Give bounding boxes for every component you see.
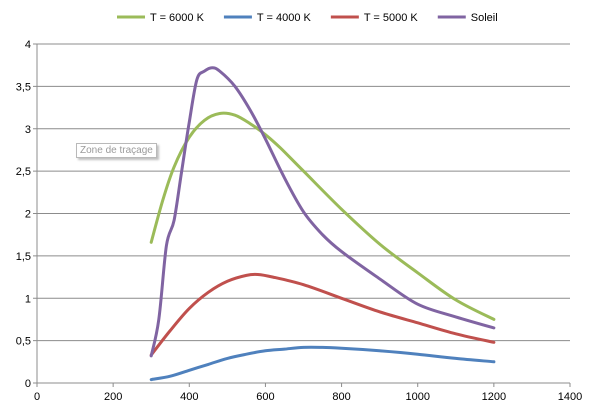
x-tick-label: 800 xyxy=(332,391,350,403)
legend-label[interactable]: Soleil xyxy=(471,12,498,24)
y-tick-label: 1,5 xyxy=(16,251,31,263)
axes: 0 0,5 1 1,5 2 2,5 3 3,5 4 0 200 400 600 800 1000 1200 14… xyxy=(16,39,583,403)
y-tick-label: 2 xyxy=(25,209,31,221)
x-tick-label: 600 xyxy=(256,391,274,403)
x-tick-label: 1400 xyxy=(558,391,582,403)
legend-label[interactable]: T = 4000 K xyxy=(257,12,312,24)
x-tick-label: 200 xyxy=(104,391,122,403)
y-tick-label: 2,5 xyxy=(16,166,31,178)
legend-label[interactable]: T = 5000 K xyxy=(364,12,419,24)
y-tick-label: 1 xyxy=(25,293,31,305)
y-tick-label: 0 xyxy=(25,378,31,390)
legend-label[interactable]: T = 6000 K xyxy=(150,12,205,24)
plot-area-tooltip: Zone de traçage xyxy=(76,143,157,158)
x-tick-label: 1000 xyxy=(405,391,429,403)
series-lines xyxy=(149,66,496,382)
x-tick-label: 1200 xyxy=(482,391,506,403)
series-line-1 xyxy=(149,111,496,321)
y-tick-label: 4 xyxy=(25,39,31,51)
y-tick-label: 3,5 xyxy=(16,81,31,93)
series-line-3 xyxy=(149,272,496,357)
series-line-4 xyxy=(149,66,496,358)
y-tick-label: 0,5 xyxy=(16,336,31,348)
y-tick-label: 3 xyxy=(25,124,31,136)
x-tick-label: 400 xyxy=(180,391,198,403)
legend[interactable]: T = 6000 K T = 4000 K T = 5000 K Soleil xyxy=(117,12,498,24)
series-line-2 xyxy=(149,345,496,382)
x-tick-label: 0 xyxy=(34,391,40,403)
